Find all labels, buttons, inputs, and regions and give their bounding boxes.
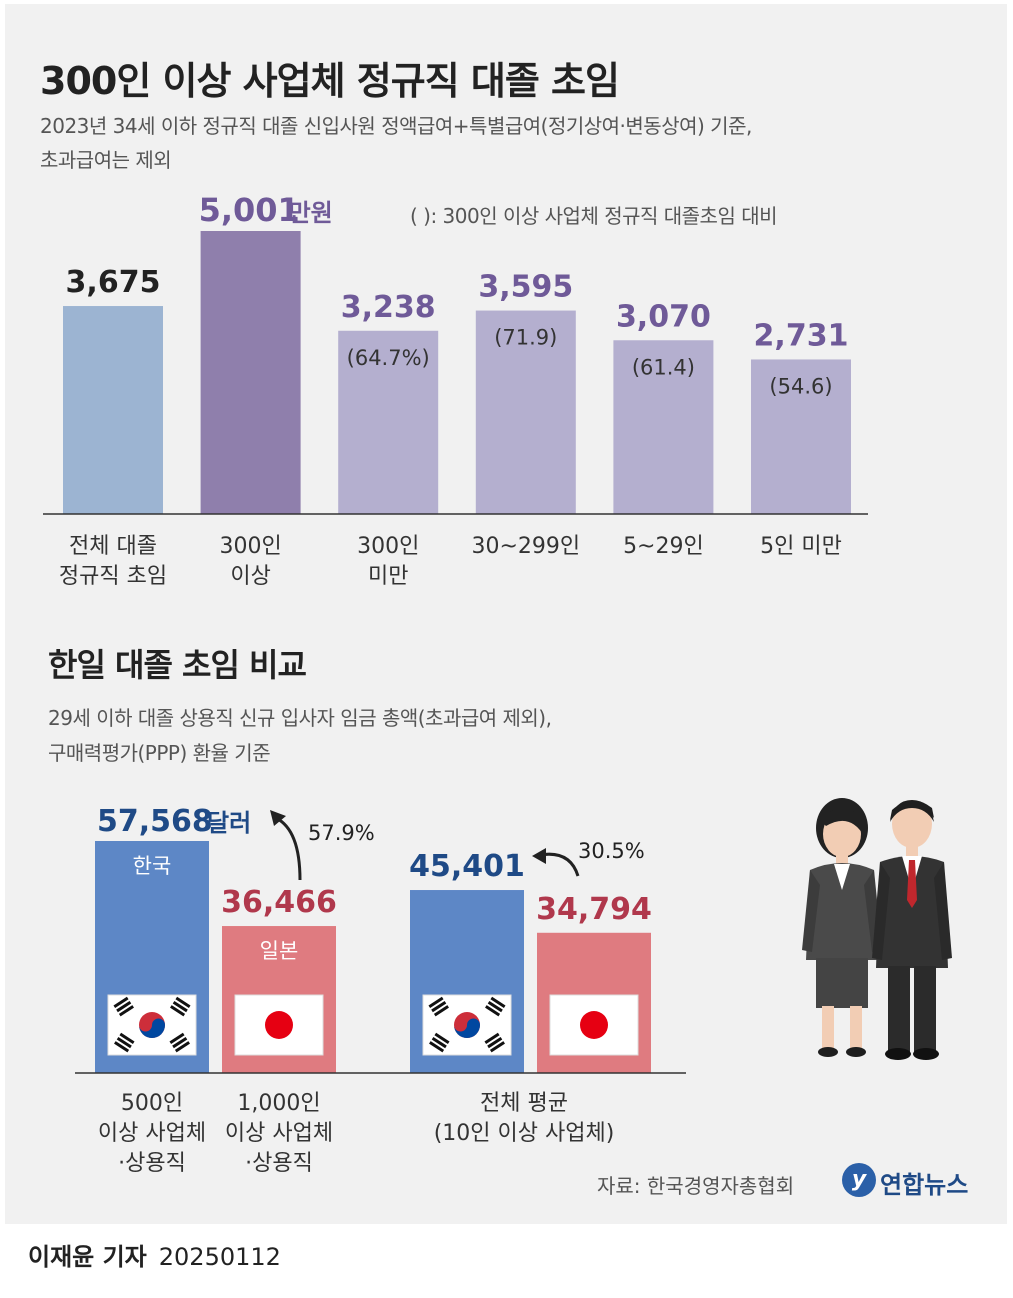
value-label-1: 5,001 [199,191,300,229]
group-label-0b: 1,000인 이상 사업체 ·상용직 [225,1091,333,1176]
section2-sub-2: 구매력평가(PPP) 환율 기준 [48,741,271,765]
office-workers-illustration [802,798,952,1060]
category-label-1: 300인 이상 [219,534,281,589]
japan-flag-icon [234,994,324,1056]
unit-label: 만원 [289,199,333,227]
trigram-0 [428,996,449,1017]
korea-value-0: 57,568 [97,804,213,839]
bar-0 [63,306,163,514]
gap-arrowhead-0 [270,810,286,826]
japan-value-0: 36,466 [221,885,337,920]
trigram-bar [431,1036,447,1049]
trigram-bar [485,1005,501,1017]
hinomaru [265,1011,293,1039]
trigram-3 [484,1032,505,1053]
bar-3 [475,310,576,514]
trigram-bar [484,1032,500,1045]
trigram-bar [172,1036,188,1049]
japan-series-label: 일본 [260,939,299,963]
trigram-bar [429,1041,445,1053]
trigram-bar [174,1041,190,1053]
ratio-label-4: (61.4) [632,355,695,379]
taegeuk-blue [139,1018,165,1038]
page-title: 300인 이상 사업체 정규직 대졸 초임 [40,59,620,103]
trigram-2 [429,1032,450,1053]
japan-flag-icon [549,994,639,1056]
value-label-4: 3,070 [616,299,711,334]
trigram-bar [433,1005,449,1017]
bar-1 [200,231,301,514]
trigram-bar [487,1036,503,1049]
trigram-bar [431,1000,447,1013]
korea-value-1: 45,401 [409,849,525,884]
trigram-bar [490,996,506,1009]
trigram-bar [170,1005,186,1017]
ratio-note: ( ): 300인 이상 사업체 정규직 대졸초임 대비 [410,204,778,228]
trigram-bar [487,1000,503,1013]
category-label-0: 전체 대졸 정규직 초임 [59,534,167,589]
korea-flag-icon [107,994,197,1056]
subtitle-line-1: 2023년 34세 이하 정규직 대졸 신입사원 정액급여+특별급여(정기상여·… [40,114,752,138]
yonhap-logo-text: 연합뉴스 [880,1171,969,1199]
ratio-label-2: (64.7%) [347,346,430,370]
ratio-label-5: (54.6) [769,374,832,398]
trigram-1 [485,996,506,1017]
section2-title: 한일 대졸 초임 비교 [48,646,307,684]
korea-series-label: 한국 [133,854,172,878]
group-label-1: 전체 평균 (10인 이상 사업체) [434,1091,615,1146]
trigram-bar [119,1032,135,1045]
value-label-2: 3,238 [341,290,436,325]
gap-label-1: 30.5% [578,839,645,863]
trigram-2 [114,1032,135,1053]
trigram-3 [169,1032,190,1053]
trigram-bar [434,1032,450,1045]
trigram-bar [172,1000,188,1013]
korea-flag-icon [422,994,512,1056]
ratio-label-3: (71.9) [494,326,557,350]
yonhap-logo-icon: y [842,1163,876,1197]
trigram-1 [170,996,191,1017]
japan-value-1: 34,794 [536,892,652,927]
category-label-4: 5~29인 [623,534,704,559]
gap-arrow-0 [275,816,302,881]
value-label-0: 3,675 [66,265,161,300]
gap-label-0: 57.9% [308,821,375,845]
value-label-5: 2,731 [754,318,849,353]
trigram-bar [113,996,129,1009]
publish-date: 20250112 [158,1243,281,1271]
trigram-bar [489,1041,505,1053]
trigram-bar [428,996,444,1009]
category-label-3: 30~299인 [471,534,580,559]
gap-arrowhead-1 [532,848,546,864]
woman-figure [802,798,882,1057]
bar-4 [613,340,714,514]
dollar-unit: 달러 [207,809,251,837]
trigram-bar [118,1005,134,1017]
bar-2 [338,330,439,514]
taegeuk-blue [454,1018,480,1038]
trigram-bar [175,996,191,1009]
trigram-0 [113,996,134,1017]
section2-sub-1: 29세 이하 대졸 상용직 신규 입사자 임금 총액(초과급여 제외), [48,706,552,730]
trigram-bar [116,1000,132,1013]
reporter-name: 이재윤 기자 [28,1243,147,1271]
trigram-bar [114,1041,130,1053]
value-label-3: 3,595 [478,270,573,305]
category-label-5: 5인 미만 [760,534,842,559]
trigram-bar [116,1036,132,1049]
hinomaru [580,1011,608,1039]
trigram-bar [169,1032,185,1045]
bar-5 [751,359,851,514]
source-text: 자료: 한국경영자총협회 [597,1174,795,1198]
group-label-0: 500인 이상 사업체 ·상용직 [98,1091,206,1176]
credit-line: 이재윤 기자 20250112 [28,1237,281,1272]
man-figure [872,800,952,1060]
category-label-2: 300인 미만 [357,534,419,589]
subtitle-line-2: 초과급여는 제외 [40,148,172,172]
